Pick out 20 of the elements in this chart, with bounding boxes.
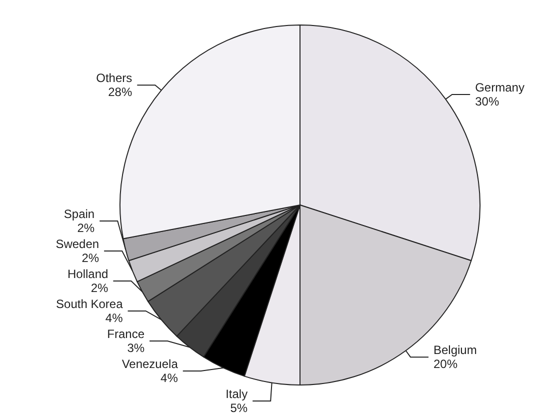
data-label: 30% [475,94,500,108]
data-label: 4% [160,371,178,385]
slice-label: Venezuela [122,357,178,371]
data-label: 2% [82,251,100,265]
slice-label: Spain [64,207,95,221]
data-label: 20% [434,357,458,372]
data-label: 5% [230,401,248,415]
slice-label: Others [96,71,132,86]
data-label: 3% [127,341,145,355]
slice-label: Belgium [434,343,477,358]
data-label: 4% [105,311,124,325]
data-label: 28% [108,85,132,100]
slice-label: Italy [226,387,248,401]
slice-label: Germany [475,80,524,94]
data-label: 2% [77,221,95,235]
slice-label: France [107,327,145,341]
data-label: 2% [90,281,109,295]
slice-label: Sweden [56,237,100,251]
slice-label: South Korea [56,297,124,311]
slice-label: Holland [67,267,108,281]
